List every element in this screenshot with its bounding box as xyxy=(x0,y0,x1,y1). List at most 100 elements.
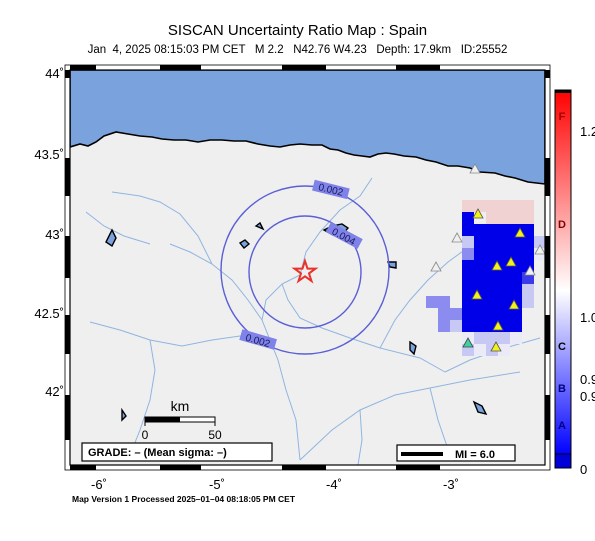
colorbar-letter-b: B xyxy=(558,383,566,395)
grid-cell xyxy=(498,272,510,284)
lon-label-3: -3˚ xyxy=(443,477,459,492)
grid-cell xyxy=(510,212,522,224)
grid-cell xyxy=(462,260,474,272)
grid-cell xyxy=(438,308,450,320)
grid-cell xyxy=(486,332,498,344)
station-triangle-icon xyxy=(472,208,484,219)
grid-cell xyxy=(522,248,534,260)
lat-label-44: 44˚ xyxy=(45,66,64,81)
grid-cell xyxy=(486,200,498,212)
grid-cell xyxy=(462,296,474,308)
colorbar-value-0-9b: 0.9 xyxy=(580,389,595,404)
event-date: Jan 4, 2025 08:15:03 PM CET xyxy=(87,44,246,56)
lat-label-43: 43˚ xyxy=(45,227,64,242)
event-magnitude: M 2.2 xyxy=(254,44,284,56)
grid-cell xyxy=(486,236,498,248)
grid-cell xyxy=(462,272,474,284)
sea-area xyxy=(70,70,545,185)
grid-cell xyxy=(462,236,474,248)
colorbar-letter-f: F xyxy=(559,111,566,123)
grade-box: GRADE: – (Mean sigma: –) xyxy=(81,442,273,462)
station-triangle-icon xyxy=(469,163,481,174)
grid-cell xyxy=(498,344,510,356)
frame-ticks xyxy=(64,64,551,471)
colorbar-letter-a: A xyxy=(558,420,566,432)
grid-cell xyxy=(474,248,486,260)
grid-cell xyxy=(522,212,534,224)
colorbar-value-1-0: 1.0 xyxy=(580,310,595,325)
scale-unit: km xyxy=(171,398,190,414)
grid-cell xyxy=(510,308,522,320)
lon-label-5: -5˚ xyxy=(209,477,225,492)
station-triangle-icon xyxy=(524,265,536,276)
grid-cell xyxy=(498,284,510,296)
grid-cell xyxy=(486,224,498,236)
grid-cell xyxy=(486,308,498,320)
grid-cell xyxy=(438,320,450,332)
grid-cell xyxy=(522,224,534,236)
grid-cell xyxy=(510,284,522,296)
grid-cell xyxy=(498,212,510,224)
scale-bar: km 0 50 xyxy=(142,398,222,442)
grid-cell xyxy=(510,200,522,212)
grid-cell xyxy=(498,248,510,260)
grid-cell xyxy=(474,344,486,356)
epicenter-star-icon xyxy=(291,257,319,284)
grid-cell xyxy=(450,320,462,332)
grid-cell xyxy=(486,296,498,308)
contour-inner xyxy=(248,215,362,329)
grid-cell xyxy=(510,248,522,260)
grid-cell xyxy=(462,200,474,212)
grid-cell xyxy=(462,284,474,296)
station-triangle-icon xyxy=(514,227,526,238)
lon-label-4: -4˚ xyxy=(326,477,342,492)
station-triangle-icon xyxy=(492,320,504,331)
scale-end: 50 xyxy=(208,428,222,442)
grid-cell xyxy=(462,308,474,320)
station-triangle-icon xyxy=(534,244,545,255)
station-triangle-icon xyxy=(490,341,502,352)
grid-cell xyxy=(486,284,498,296)
stations xyxy=(430,163,545,352)
station-triangle-icon xyxy=(491,260,503,271)
grid-cell xyxy=(498,236,510,248)
grade-text: GRADE: – (Mean sigma: –) xyxy=(88,447,227,459)
grid-cell xyxy=(522,236,534,248)
grid-cell xyxy=(474,200,486,212)
grid-cell xyxy=(462,248,474,260)
contour-outer xyxy=(220,185,390,355)
event-info: Jan 4, 2025 08:15:03 PM CET M 2.2 N42.76… xyxy=(0,44,595,56)
lat-label-43-5: 43.5˚ xyxy=(34,147,64,162)
grid-cell xyxy=(462,224,474,236)
grid-cell xyxy=(486,212,498,224)
lat-label-42: 42˚ xyxy=(45,384,64,399)
grid-cell xyxy=(510,272,522,284)
grid-cell xyxy=(474,332,486,344)
grid-cell xyxy=(450,308,462,320)
grid-cell xyxy=(498,200,510,212)
grid-cell xyxy=(522,296,534,308)
station-triangle-icon xyxy=(430,261,442,272)
station-triangle-icon xyxy=(462,337,474,348)
grid-cell xyxy=(474,260,486,272)
colorbar: F D C B A 1.2 1.0 0.9 0.9 0 xyxy=(554,89,595,477)
grid-cell xyxy=(462,212,474,224)
colorbar-letter-d: D xyxy=(558,219,566,231)
processing-footer: Map Version 1 Processed 2025–01–04 08:18… xyxy=(72,494,296,504)
colorbar-letter-c: C xyxy=(558,341,566,353)
contours xyxy=(220,185,390,355)
colorbar-value-1-2: 1.2 xyxy=(580,124,595,139)
grid-cell xyxy=(474,236,486,248)
longitude-labels: -6˚ -5˚ -4˚ -3˚ xyxy=(91,477,459,492)
grid-cell xyxy=(522,200,534,212)
grid-cell xyxy=(510,320,522,332)
station-triangle-icon xyxy=(505,256,517,267)
grid-cell xyxy=(474,320,486,332)
grid-cell xyxy=(498,332,510,344)
station-triangle-icon xyxy=(508,299,520,310)
grid-cell xyxy=(534,236,545,248)
grid-cell xyxy=(498,296,510,308)
map-title: SISCAN Uncertainty Ratio Map : Spain xyxy=(167,22,428,39)
grid-cell xyxy=(486,272,498,284)
grid-cell xyxy=(522,284,534,296)
